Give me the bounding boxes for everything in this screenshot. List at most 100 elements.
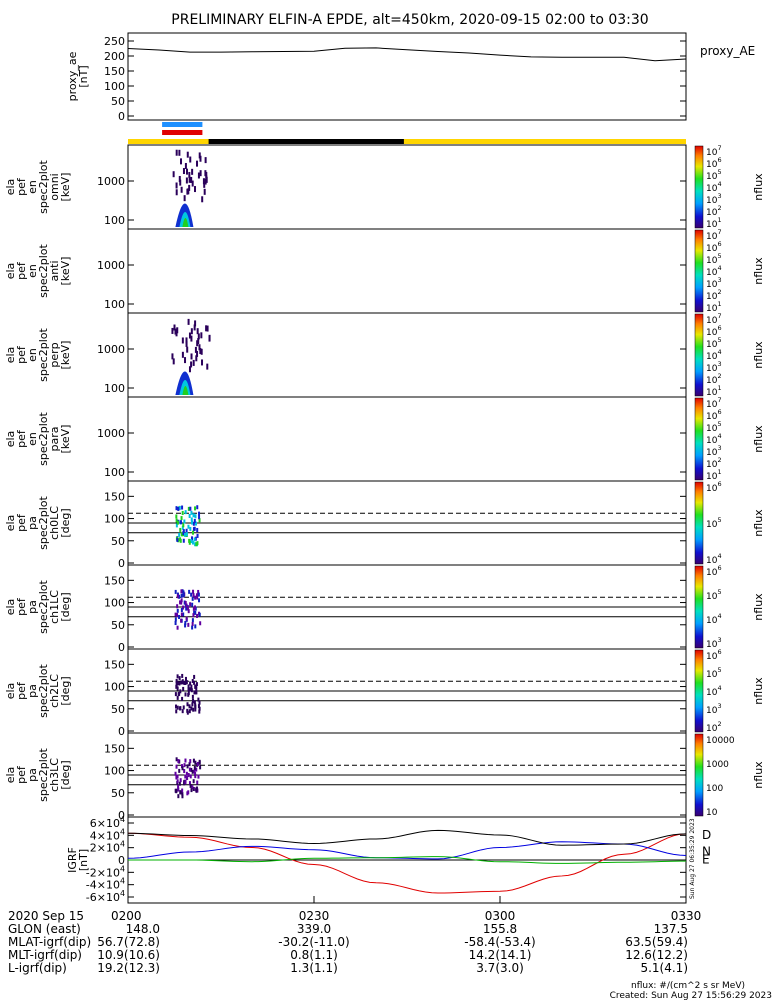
ylabel-ela_pef_pa_spec2plot_ch1LC-5: [deg]	[59, 592, 72, 621]
colorbar-tick: 107	[706, 396, 722, 410]
pa-pixel	[174, 589, 177, 594]
pa-pixel	[179, 778, 182, 783]
pa-pixel	[191, 699, 194, 704]
spec-pixel	[200, 348, 203, 355]
ylabel-ela_pef_en_spec2plot_para-4: para	[48, 427, 61, 452]
ylabel-ela_pef_pa_spec2plot_ch1LC-4: ch1LC	[48, 590, 61, 624]
pa-pixel	[193, 765, 196, 770]
pa-pixel	[188, 781, 191, 786]
ylabel-ela_pef_en_spec2plot_perp-0: ela	[4, 347, 17, 364]
ytick-label: 150	[104, 574, 125, 587]
spec-pixel	[204, 178, 207, 185]
pa-pixel	[183, 680, 186, 685]
pa-pixel	[178, 614, 181, 619]
pa-pixel	[180, 764, 183, 769]
proxy-ae-legend: proxy_AE	[700, 44, 755, 58]
spec-pixel	[182, 168, 185, 175]
colorbar-tick: 104	[706, 348, 722, 362]
ytick-label: -2×104	[86, 864, 125, 879]
pa-pixel	[179, 600, 182, 605]
spec-pixel	[208, 335, 211, 342]
pa-pixel	[178, 781, 181, 786]
spec-pixel	[198, 152, 201, 159]
colorbar-tick: 101	[706, 384, 722, 398]
ylabel-ela_pef_en_spec2plot_omni-0: ela	[4, 179, 17, 196]
igrf-legend-E: E	[702, 852, 710, 866]
pa-pixel	[192, 593, 195, 598]
pa-pixel	[181, 766, 184, 771]
pa-pixel	[188, 762, 191, 767]
units-note: nflux: #/(cm^2 s sr MeV)	[631, 981, 745, 991]
spec-pixel	[195, 355, 198, 362]
pa-pixel	[175, 680, 178, 685]
colorbar-label: nflux	[752, 257, 765, 285]
colorbar-tick: 103	[706, 702, 722, 716]
pa-pixel	[184, 510, 187, 515]
igrf-legend-D: D	[702, 828, 711, 842]
spec-pixel	[200, 332, 203, 339]
spec-pixel	[188, 176, 191, 183]
ylabel-ela_pef_en_spec2plot_anti-3: spec2plot	[37, 244, 50, 298]
spec-pixel	[171, 353, 174, 360]
ylabel-ela_pef_en_spec2plot_perp-5: [keV]	[59, 341, 72, 370]
pa-pixel	[192, 787, 195, 792]
pa-pixel	[190, 788, 193, 793]
pa-pixel	[178, 532, 181, 537]
pa-pixel	[176, 625, 179, 630]
ylabel-ela_pef_pa_spec2plot_ch2LC-5: [deg]	[59, 676, 72, 705]
spec-pixel	[198, 344, 201, 351]
spec-pixel	[196, 350, 199, 357]
pa-pixel	[191, 618, 194, 623]
pa-pixel	[196, 595, 199, 600]
colorbar-label: nflux	[752, 761, 765, 789]
panel-frame	[127, 312, 687, 398]
ylabel-ela_pef_pa_spec2plot_ch1LC-1: pef	[15, 597, 28, 616]
pa-pixel	[194, 610, 197, 615]
ephem-value: 12.6(12.2)	[625, 948, 688, 962]
pa-pixel	[199, 621, 202, 626]
ephem-value: -30.2(-11.0)	[278, 935, 349, 949]
ytick-label: 50	[111, 95, 125, 108]
pa-pixel	[192, 527, 195, 532]
spec-pixel	[171, 327, 174, 334]
ylabel-ela_pef_pa_spec2plot_ch1LC-2: pa	[26, 600, 39, 614]
pa-pixel	[176, 695, 179, 700]
ytick-label: 4×104	[90, 827, 125, 842]
pa-pixel	[179, 520, 182, 525]
ylabel-ela_pef_pa_spec2plot_ch0LC-2: pa	[26, 516, 39, 530]
colorbar-label: nflux	[752, 593, 765, 621]
spec-pixel	[175, 189, 178, 196]
spec-pixel	[189, 156, 192, 163]
spec-pixel	[190, 328, 193, 335]
colorbar-tick: 105	[706, 588, 722, 602]
pa-pixel	[187, 790, 190, 795]
pa-pixel	[190, 510, 193, 515]
attitude-bar-black	[208, 139, 404, 144]
colorbar-label: nflux	[752, 341, 765, 369]
pa-pixel	[175, 704, 178, 709]
spec-pixel	[187, 318, 190, 325]
pa-pixel	[186, 605, 189, 610]
pa-pixel	[192, 513, 195, 518]
spec-pixel	[180, 186, 183, 193]
pa-pixel	[190, 684, 193, 689]
pa-pixel	[178, 691, 181, 696]
colorbar	[694, 397, 704, 481]
pa-pixel	[195, 593, 198, 598]
spec-pixel	[205, 325, 208, 332]
ytick-label: 0	[118, 110, 125, 123]
colorbar-tick: 105	[706, 516, 722, 530]
pa-pixel	[183, 763, 186, 768]
xtick-label: 0230	[299, 909, 330, 923]
spec-pixel	[190, 176, 193, 183]
ylabel-ela_pef_en_spec2plot_anti-4: anti	[48, 260, 61, 281]
pa-pixel	[184, 601, 187, 606]
colorbar-tick: 10	[706, 808, 718, 818]
pa-pixel	[182, 686, 185, 691]
pa-pixel	[177, 506, 180, 511]
ephem-value: 14.2(14.1)	[469, 948, 532, 962]
pa-pixel	[194, 624, 197, 629]
pa-pixel	[188, 767, 191, 772]
science-zone-bar-blue	[162, 122, 203, 127]
